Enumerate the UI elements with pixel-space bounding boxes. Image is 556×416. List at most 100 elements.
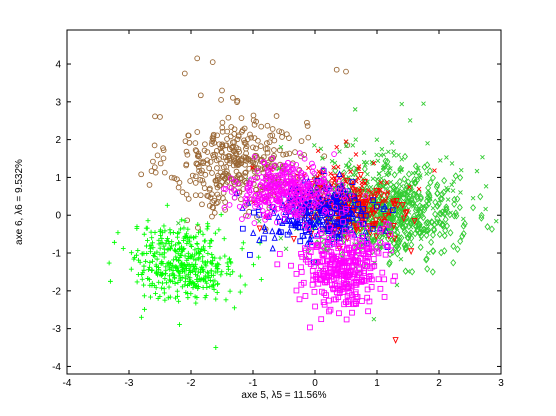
point [397,164,404,173]
point [351,301,357,308]
point [337,149,342,154]
point [293,287,300,294]
point [369,207,376,215]
point [234,97,241,104]
point [215,281,221,287]
point [186,278,192,284]
point [160,280,165,286]
point [483,206,488,212]
point [211,210,218,216]
point [421,101,426,107]
point [297,172,304,179]
point [387,194,394,203]
point [248,134,255,141]
point [449,161,455,166]
point [204,157,210,164]
point [325,191,332,198]
point [331,173,338,181]
point [200,258,206,264]
point [185,283,190,288]
point [408,195,415,203]
point [375,207,382,215]
point [317,227,324,234]
point [296,296,303,303]
point [256,191,263,198]
point [431,226,438,234]
point [442,226,449,235]
point [430,225,437,233]
point [474,168,480,174]
point [251,220,258,226]
point [154,152,161,159]
point [156,237,162,243]
point [162,271,168,277]
point [187,264,193,270]
plot-background [67,30,501,374]
point [397,215,403,224]
point [276,251,283,257]
point [242,282,248,288]
point [389,200,397,208]
point [350,271,357,278]
point [458,167,464,173]
point [159,285,165,291]
point [291,198,298,205]
point [327,262,334,268]
point [383,192,391,200]
point [250,229,257,236]
point [162,276,168,282]
point [392,273,398,280]
point [341,262,348,269]
point [321,153,328,160]
point [194,277,200,282]
point [432,198,439,206]
point [185,132,192,139]
point [443,203,450,211]
point [223,297,229,303]
point [201,276,207,281]
point [210,273,216,278]
point [434,189,441,197]
point [346,164,351,170]
point [128,250,134,256]
x-axis-label: axe 5, λ5 = 11.56% [241,390,326,401]
point [383,242,390,249]
point [283,151,290,158]
point [219,128,226,135]
point [376,200,383,209]
point [433,183,440,191]
point [383,199,389,204]
point [407,118,413,123]
point [365,171,370,177]
point [336,235,342,242]
x-tick-label: -4 [63,378,72,389]
point [224,260,230,266]
point [456,203,463,212]
point [230,139,236,146]
point [376,183,381,188]
point [289,180,296,187]
point [344,143,349,149]
point [176,269,182,275]
point [328,214,335,222]
point [293,179,299,186]
point [210,283,216,289]
point [391,153,397,158]
x-tick-label: -3 [125,378,134,389]
point [300,279,307,286]
point [438,195,445,203]
point [310,276,316,283]
point [201,268,207,274]
point [307,208,314,215]
point [254,168,261,174]
point [184,231,189,237]
point [243,156,250,162]
point [349,251,356,258]
point [177,277,183,283]
point [457,173,464,182]
point [354,186,359,191]
point [156,267,162,273]
point [176,273,182,279]
point [210,278,216,284]
point [242,140,249,147]
